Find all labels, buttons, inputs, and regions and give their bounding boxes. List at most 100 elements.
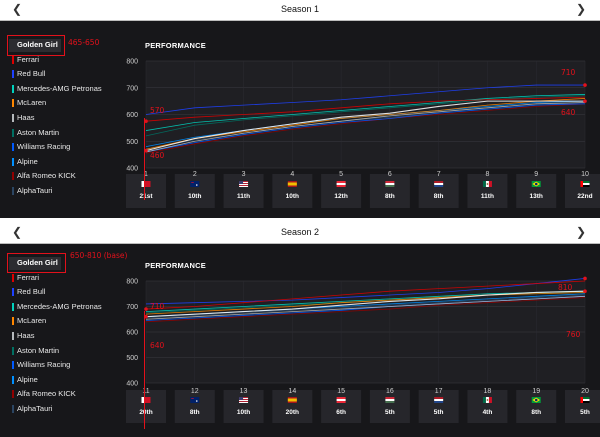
team-color-stripe <box>12 70 14 79</box>
brazil-flag-icon <box>531 397 541 403</box>
team-item-selected[interactable]: Golden Girl <box>0 38 128 53</box>
team-item[interactable]: Aston Martin <box>0 344 128 359</box>
race-column[interactable]: 8 11th <box>467 171 508 208</box>
race-pill <box>321 174 362 208</box>
team-item[interactable]: Haas <box>0 329 128 344</box>
team-name: McLaren <box>17 316 47 326</box>
finish-position: 5th <box>580 409 590 416</box>
team-item[interactable]: Red Bull <box>0 67 128 82</box>
round-number: 19 <box>532 388 540 395</box>
race-pill <box>467 174 508 208</box>
team-item[interactable]: Alfa Romeo KICK <box>0 387 128 402</box>
race-column[interactable]: 16 5th <box>369 388 410 423</box>
annotation-dot <box>144 307 148 311</box>
team-item[interactable]: McLaren <box>0 314 128 329</box>
y-tick-label: 700 <box>126 85 138 92</box>
team-item[interactable]: Red Bull <box>0 285 128 300</box>
round-number: 7 <box>437 171 441 178</box>
race-column[interactable]: 19 8th <box>516 388 557 423</box>
prev-season-button[interactable]: ❮ <box>11 2 23 16</box>
team-name: Ferrari <box>17 54 40 64</box>
round-number: 5 <box>339 171 343 178</box>
team-name: Alpine <box>17 374 38 384</box>
prev-season-button[interactable]: ❮ <box>11 225 23 239</box>
team-item[interactable]: Ferrari <box>0 53 128 68</box>
left-top-note: 710 <box>150 302 165 311</box>
brazil-flag-icon <box>531 181 541 187</box>
race-pill <box>565 174 600 208</box>
finish-position: 10th <box>188 193 201 200</box>
y-tick-label: 600 <box>126 330 138 337</box>
race-column[interactable]: 14 20th <box>272 388 313 423</box>
team-name: McLaren <box>17 98 47 108</box>
series-line-haas <box>145 295 586 320</box>
team-item[interactable]: Mercedes-AMG Petronas <box>0 82 128 97</box>
team-item-selected[interactable]: Golden Girl <box>0 256 128 271</box>
round-number: 18 <box>484 388 492 395</box>
selected-highlight <box>9 257 61 270</box>
next-season-button[interactable]: ❯ <box>575 225 587 239</box>
austria-flag-icon <box>336 397 346 403</box>
y-tick-label: 600 <box>126 112 138 119</box>
race-column[interactable]: 13 10th <box>223 388 264 423</box>
next-season-button[interactable]: ❯ <box>575 2 587 16</box>
series-line-red-bull <box>145 84 585 115</box>
team-name: Aston Martin <box>17 127 60 137</box>
race-column[interactable]: 1 21st <box>126 171 166 208</box>
team-item[interactable]: Alfa Romeo KICK <box>0 169 128 184</box>
race-column[interactable]: 17 5th <box>418 388 459 423</box>
team-color-stripe <box>12 172 14 181</box>
team-item[interactable]: Mercedes-AMG Petronas <box>0 300 128 315</box>
race-column[interactable]: 11 20th <box>126 388 166 423</box>
race-column[interactable]: 15 6th <box>321 388 362 423</box>
round-number: 11 <box>142 388 149 395</box>
race-pill <box>418 390 459 423</box>
team-item[interactable]: Williams Racing <box>0 358 128 373</box>
team-color-stripe <box>12 288 14 297</box>
team-item[interactable]: Alpine <box>0 155 128 170</box>
race-column[interactable]: 12 8th <box>174 388 215 423</box>
team-item[interactable]: Haas <box>0 111 128 126</box>
finish-position: 4th <box>483 409 493 416</box>
team-item[interactable]: AlphaTauri <box>0 402 128 417</box>
spain-flag-icon <box>287 397 297 403</box>
round-number: 2 <box>193 171 197 178</box>
race-column[interactable]: 6 8th <box>369 171 410 208</box>
race-column[interactable]: 9 13th <box>516 171 557 208</box>
team-item[interactable]: Williams Racing <box>0 140 128 155</box>
race-column[interactable]: 7 8th <box>418 171 459 208</box>
team-color-stripe <box>12 375 14 384</box>
race-pill <box>272 390 313 423</box>
performance-chart: 400 500 600 700 800 11 20th 12 8th 13 10th 14 20th 15… <box>126 276 600 423</box>
race-column[interactable]: 10 22nd <box>565 171 600 208</box>
team-item[interactable]: McLaren <box>0 96 128 111</box>
team-color-stripe <box>12 143 14 152</box>
right-bottom-note: 760 <box>566 330 581 339</box>
performance-title: PERFORMANCE <box>145 41 206 50</box>
race-pill <box>369 174 410 208</box>
round-number: 17 <box>435 388 443 395</box>
race-pill <box>223 174 264 208</box>
handwritten-range-note: 465-650 <box>68 38 100 47</box>
team-item[interactable]: Ferrari <box>0 271 128 286</box>
series-line-alfa-romeo-kick <box>145 297 586 323</box>
team-name: Williams Racing <box>17 142 71 152</box>
team-item[interactable]: Alpine <box>0 373 128 388</box>
finish-position: 12th <box>334 193 347 200</box>
y-tick-label: 500 <box>126 139 138 146</box>
race-column[interactable]: 4 10th <box>272 171 313 208</box>
race-column[interactable]: 3 11th <box>223 171 264 208</box>
race-pill <box>272 174 313 208</box>
selected-highlight <box>9 39 61 52</box>
race-column[interactable]: 20 5th <box>565 388 600 423</box>
y-tick-label: 800 <box>126 59 138 66</box>
team-color-stripe <box>12 55 14 64</box>
finish-position: 13th <box>530 193 543 200</box>
race-column[interactable]: 2 10th <box>174 171 215 208</box>
finish-position: 8th <box>385 193 395 200</box>
race-column[interactable]: 5 12th <box>321 171 362 208</box>
netherlands-flag-icon <box>434 397 444 403</box>
race-column[interactable]: 18 4th <box>467 388 508 423</box>
team-item[interactable]: AlphaTauri <box>0 184 128 199</box>
team-item[interactable]: Aston Martin <box>0 126 128 141</box>
